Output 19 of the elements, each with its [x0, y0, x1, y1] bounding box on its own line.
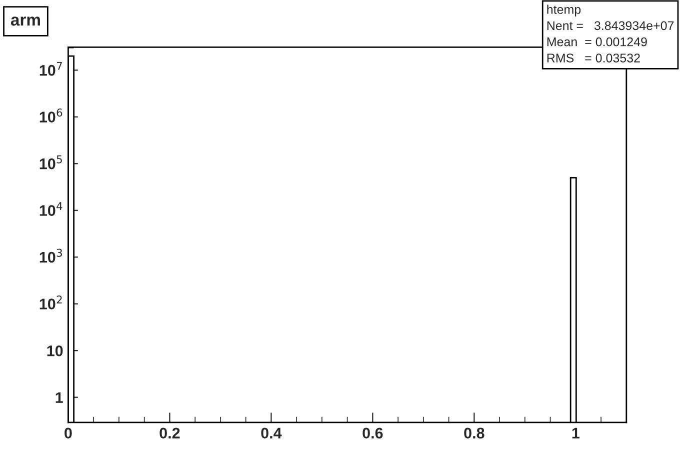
- y-tick-label: 10: [47, 345, 63, 356]
- y-tick-label: 10$^{4}$: [40, 202, 62, 216]
- x-tick-label: 0.8: [464, 428, 484, 439]
- x-tick-label: 0.6: [362, 428, 383, 439]
- x-tick-label: 0: [64, 428, 72, 439]
- text: Nent = 3.843934e+07: [547, 21, 674, 30]
- y-tick-label: 10$^{7}$: [40, 62, 62, 76]
- chart-title: arm: [10, 16, 40, 26]
- y-tick-label: 10$^{5}$: [40, 155, 62, 170]
- y-tick-label: 1: [56, 392, 63, 403]
- y-tick-label: 10$^{2}$: [40, 295, 62, 310]
- annotation: RMS = 0.03532: [547, 54, 640, 62]
- x-tick-label: 1: [572, 428, 580, 438]
- text: htemp: [547, 4, 581, 16]
- x-tick-label: 0.2: [160, 428, 180, 439]
- y-tick-label: 10$^{6}$: [40, 108, 62, 122]
- x-tick-label: 0.4: [261, 428, 282, 439]
- text: Mean = 0.001249: [547, 37, 647, 46]
- y-tick-label: 10$^{3}$: [40, 248, 62, 263]
